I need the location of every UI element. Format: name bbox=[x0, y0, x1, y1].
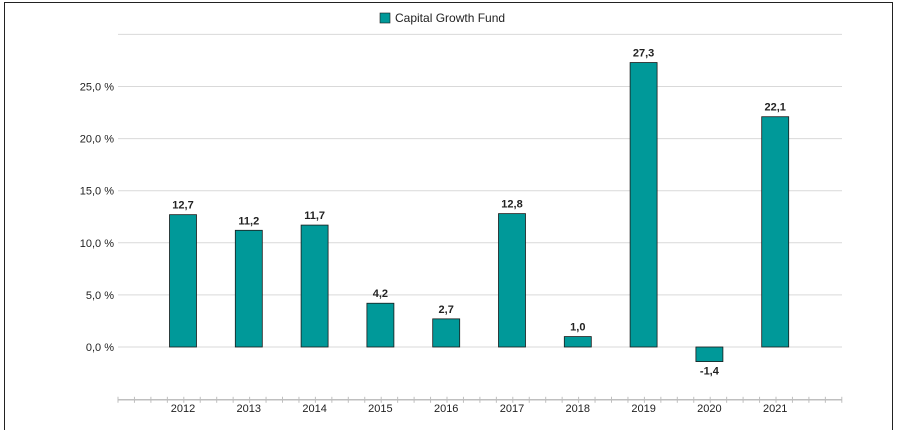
x-tick-label: 2013 bbox=[237, 403, 261, 415]
data-label: 12,8 bbox=[501, 199, 522, 211]
data-label: 27,3 bbox=[633, 48, 654, 60]
x-tick-label: 2018 bbox=[566, 403, 590, 415]
x-tick-label: 2014 bbox=[302, 403, 326, 415]
data-label: 22,1 bbox=[764, 102, 785, 114]
x-tick-label: 2020 bbox=[697, 403, 721, 415]
y-tick-label: 25,0 % bbox=[80, 82, 114, 94]
bar-2012[interactable] bbox=[169, 214, 197, 348]
y-tick-label: 5,0 % bbox=[86, 290, 114, 302]
data-label: 11,2 bbox=[238, 215, 259, 227]
legend-label: Capital Growth Fund bbox=[395, 11, 505, 25]
bar-2020[interactable] bbox=[695, 346, 724, 362]
x-tick-label: 2017 bbox=[500, 403, 524, 415]
y-tick-label: 15,0 % bbox=[80, 186, 114, 198]
data-label: 12,7 bbox=[172, 200, 193, 212]
y-tick-label: 0,0 % bbox=[86, 342, 114, 354]
data-label: 11,7 bbox=[304, 210, 325, 222]
bar-2021[interactable] bbox=[761, 116, 790, 348]
bar-2017[interactable] bbox=[498, 213, 526, 348]
data-label: -1,4 bbox=[700, 366, 720, 378]
x-tick-label: 2019 bbox=[631, 403, 655, 415]
legend-swatch bbox=[379, 12, 391, 24]
y-tick-label: 10,0 % bbox=[80, 238, 114, 250]
bar-2019[interactable] bbox=[629, 62, 658, 348]
chart-frame bbox=[4, 2, 893, 430]
bar-2013[interactable] bbox=[234, 229, 263, 348]
x-tick-label: 2016 bbox=[434, 403, 458, 415]
x-tick-label: 2015 bbox=[368, 403, 392, 415]
data-label: 1,0 bbox=[570, 322, 585, 334]
legend[interactable]: Capital Growth Fund bbox=[379, 11, 505, 25]
x-tick-label: 2012 bbox=[171, 403, 195, 415]
data-label: 2,7 bbox=[439, 304, 454, 316]
data-label: 4,2 bbox=[373, 288, 388, 300]
bar-2018[interactable] bbox=[563, 336, 592, 348]
x-tick-label: 2021 bbox=[763, 403, 787, 415]
bar-2014[interactable] bbox=[300, 224, 329, 348]
bar-2016[interactable] bbox=[432, 318, 461, 348]
y-tick-label: 20,0 % bbox=[80, 134, 114, 146]
bar-2015[interactable] bbox=[366, 302, 395, 348]
